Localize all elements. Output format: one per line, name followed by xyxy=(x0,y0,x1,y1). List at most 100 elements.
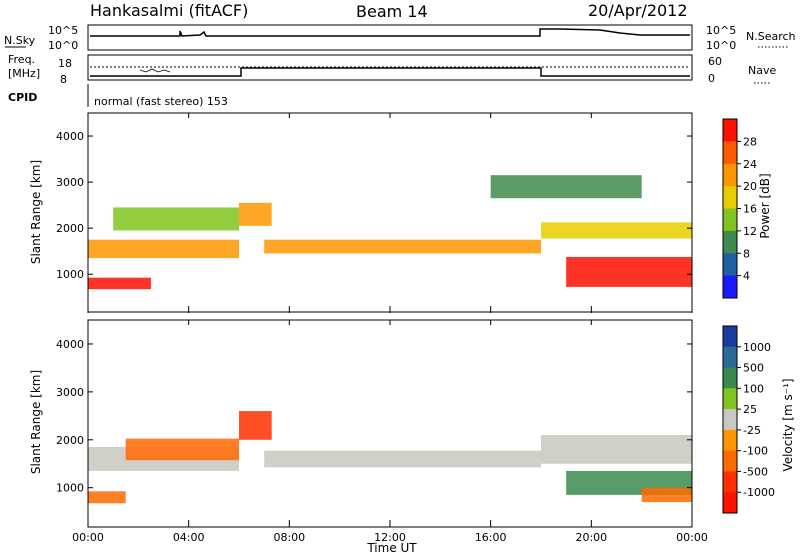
echo-band xyxy=(490,175,642,199)
x-tick-label: 04:00 xyxy=(173,531,205,544)
colorbar-tick-label: -1000 xyxy=(743,486,775,499)
colorbar-tick-label: -100 xyxy=(743,445,768,458)
echo-band xyxy=(88,277,151,290)
colorbar-segment xyxy=(723,450,737,472)
nsky-tick-bottom: 10^0 xyxy=(48,39,78,52)
nsky-strip: N.Sky 10^5 10^0 10^5 10^0 N.Search xyxy=(4,24,796,52)
velocity-colorbar: 1000 500 100 25 -25 -100 -500 -1000 xyxy=(722,325,775,514)
nave-tick-bottom: 0 xyxy=(708,72,715,85)
velocity-echo-data xyxy=(88,411,692,504)
echo-band xyxy=(264,450,541,468)
colorbar-tick-label: 25 xyxy=(743,403,757,416)
colorbar-tick-label: 8 xyxy=(743,247,750,260)
x-tick-label: 00:00 xyxy=(72,531,104,544)
velocity-colorbar-label: Velocity [m s⁻¹] xyxy=(781,378,795,471)
power-echo-data xyxy=(88,175,692,290)
nsky-trace xyxy=(90,28,690,37)
power-y-ticks: 4000 3000 2000 1000 xyxy=(56,130,692,281)
colorbar-segment xyxy=(723,409,737,431)
cpid-label: CPID xyxy=(8,91,37,104)
y-tick-label: 4000 xyxy=(56,130,84,143)
colorbar-tick-label: 1000 xyxy=(743,341,771,354)
y-tick-label: 2000 xyxy=(56,222,84,235)
freq-tick-top: 18 xyxy=(58,57,72,70)
x-tick-label: 00:00 xyxy=(676,531,708,544)
freq-tick-bottom: 8 xyxy=(60,73,67,86)
colorbar-tick-label: 20 xyxy=(743,180,757,193)
x-tick-label: 20:00 xyxy=(575,531,607,544)
power-colorbar: 28 24 20 16 12 8 4 xyxy=(722,118,757,299)
colorbar-segment xyxy=(723,388,737,410)
station-title: Hankasalmi (fitACF) xyxy=(90,1,248,20)
cpid-strip: CPID normal (fast stereo) 153 xyxy=(8,84,228,108)
freq-trace xyxy=(90,67,690,77)
colorbar-segment xyxy=(723,186,737,209)
echo-band xyxy=(88,491,126,504)
colorbar-segment xyxy=(723,253,737,277)
x-tick-label: 16:00 xyxy=(475,531,507,544)
colorbar-tick-label: -500 xyxy=(743,465,768,478)
x-axis-ticks: 00:00 04:00 08:00 12:00 16:00 20:00 00:00 xyxy=(72,113,708,544)
colorbar-segment xyxy=(723,471,737,493)
nave-tick-top: 60 xyxy=(708,55,722,68)
colorbar-frame xyxy=(722,325,738,514)
x-axis-label: Time UT xyxy=(366,541,417,554)
x-tick-label: 08:00 xyxy=(273,531,305,544)
beam-title: Beam 14 xyxy=(356,2,428,21)
colorbar-segment xyxy=(723,119,737,142)
nsky-label: N.Sky xyxy=(4,34,36,47)
velocity-y-ticks: 4000 3000 2000 1000 xyxy=(56,338,692,495)
echo-band xyxy=(541,222,692,239)
nsearch-tick-top: 10^5 xyxy=(706,24,736,37)
nsky-tick-top: 10^5 xyxy=(48,24,78,37)
colorbar-segment xyxy=(723,163,737,187)
colorbar-tick-label: 12 xyxy=(743,225,757,238)
colorbar-tick-label: 28 xyxy=(743,135,757,148)
colorbar-segment xyxy=(723,141,737,165)
echo-band xyxy=(113,207,239,231)
colorbar-segment xyxy=(723,492,737,514)
freq-strip: Freq. [MHz] 18 8 60 0 Nave xyxy=(8,53,776,86)
colorbar-tick-label: 4 xyxy=(743,270,750,283)
colorbar-tick-label: 100 xyxy=(743,382,764,395)
colorbar-segment xyxy=(723,275,737,299)
echo-band xyxy=(541,435,692,464)
colorbar-segment xyxy=(723,367,737,389)
velocity-panel: 4000 3000 2000 1000 Slant Range [km] 1000 50… xyxy=(29,319,795,528)
y-tick-label: 1000 xyxy=(56,482,84,495)
echo-band xyxy=(239,202,272,226)
freq-unit-label: [MHz] xyxy=(8,67,40,80)
power-ylabel: Slant Range [km] xyxy=(29,160,43,264)
echo-band xyxy=(566,256,692,287)
nsearch-label: N.Search xyxy=(746,30,796,43)
y-tick-label: 3000 xyxy=(56,176,84,189)
colorbar-segment xyxy=(723,208,737,232)
echo-band xyxy=(125,438,239,461)
power-panel: 4000 3000 2000 1000 Slant Range [km] 28 24 20… xyxy=(29,112,772,313)
y-tick-label: 4000 xyxy=(56,338,84,351)
echo-band xyxy=(88,239,239,259)
freq-label: Freq. xyxy=(8,53,35,66)
power-colorbar-label: Power [dB] xyxy=(758,173,772,238)
y-tick-label: 1000 xyxy=(56,268,84,281)
colorbar-segment xyxy=(723,346,737,369)
echo-band xyxy=(239,411,272,440)
colorbar-tick-label: 16 xyxy=(743,203,757,216)
date-title: 20/Apr/2012 xyxy=(588,1,688,20)
freq-scatter xyxy=(139,68,171,73)
nsearch-tick-bottom: 10^0 xyxy=(706,39,736,52)
colorbar-tick-label: 24 xyxy=(743,158,757,171)
cpid-value: normal (fast stereo) 153 xyxy=(94,95,228,108)
y-tick-label: 2000 xyxy=(56,434,84,447)
x-tick-label: 12:00 xyxy=(374,531,406,544)
echo-band xyxy=(641,487,692,503)
echo-band xyxy=(264,239,541,254)
colorbar-segment xyxy=(723,429,737,452)
colorbar-segment xyxy=(723,326,737,348)
nave-label: Nave xyxy=(748,64,776,77)
colorbar-tick-label: -25 xyxy=(743,424,761,437)
y-tick-label: 3000 xyxy=(56,386,84,399)
velocity-ylabel: Slant Range [km] xyxy=(29,370,43,474)
colorbar-tick-label: 500 xyxy=(743,362,764,375)
